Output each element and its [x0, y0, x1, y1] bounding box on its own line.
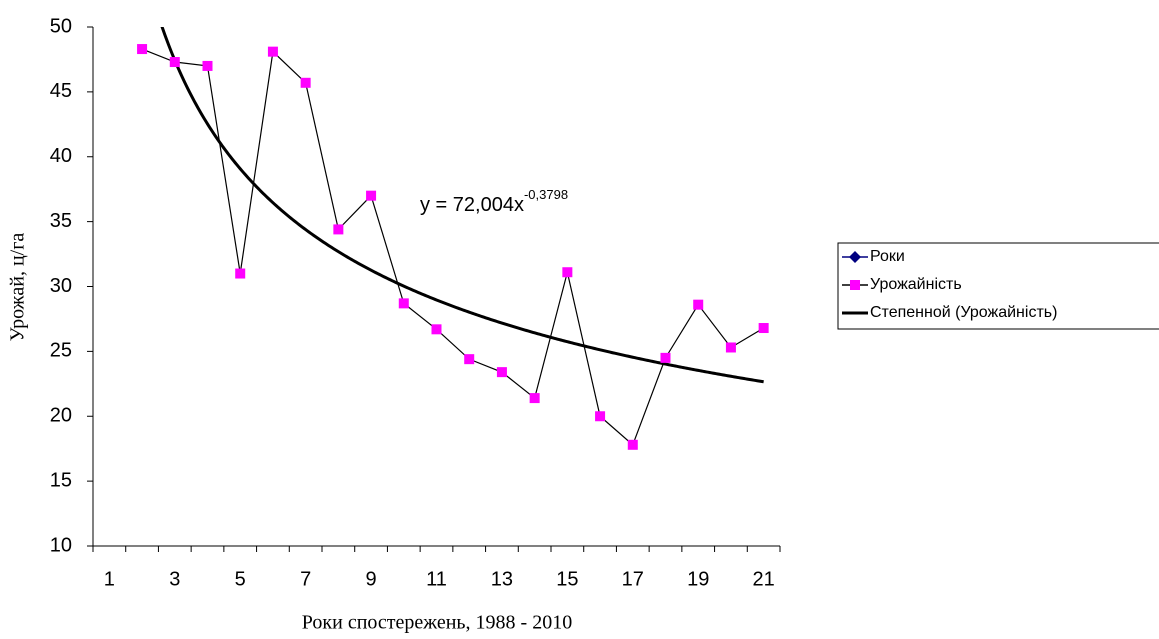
x-tick-label: 3: [169, 568, 180, 590]
data-point: [431, 324, 442, 335]
x-tick-label: 21: [753, 568, 775, 590]
y-tick-label: 20: [50, 405, 72, 427]
data-point: [595, 411, 606, 422]
data-point: [693, 299, 704, 310]
y-tick-label: 15: [50, 469, 72, 491]
y-tick-label: 45: [50, 80, 72, 102]
data-point: [300, 77, 311, 88]
data-point: [366, 190, 377, 201]
y-tick-label: 40: [50, 145, 72, 167]
x-tick-label: 19: [687, 568, 709, 590]
legend: Роки Урожайність Степенной (Урожайність): [837, 242, 1159, 330]
x-tick-label: 15: [556, 568, 578, 590]
equation-text: y = 72,004x: [420, 194, 524, 216]
y-tick-label: 35: [50, 210, 72, 232]
data-point: [660, 352, 671, 363]
legend-label: Степенной (Урожайність): [870, 304, 1057, 321]
data-point: [137, 44, 148, 55]
data-point: [529, 393, 540, 404]
data-point: [333, 224, 344, 235]
legend-marker: [850, 280, 860, 290]
data-point: [562, 267, 573, 278]
data-point: [464, 354, 475, 365]
series-line: [141, 48, 764, 446]
y-tick-label: 30: [50, 275, 72, 297]
x-tick-label: 1: [104, 568, 115, 590]
legend-label: Роки: [870, 248, 905, 265]
legend-marker: [849, 251, 861, 263]
data-point: [496, 367, 507, 378]
data-point: [267, 46, 278, 57]
data-point: [627, 439, 638, 450]
x-tick-label: 5: [235, 568, 246, 590]
x-axis-label: Роки спостережень, 1988 - 2010: [302, 612, 572, 634]
x-tick-label: 11: [426, 568, 447, 590]
trendline: [160, 27, 764, 384]
y-tick-label: 50: [50, 15, 72, 37]
legend-box: [837, 242, 1159, 330]
y-axis-label: Урожай, ц/га: [7, 233, 29, 342]
data-point: [202, 60, 213, 71]
data-point: [725, 342, 736, 353]
data-point: [235, 268, 246, 279]
data-point: [398, 298, 409, 309]
x-tick-label: 17: [622, 568, 644, 590]
legend-label: Урожайність: [870, 276, 962, 293]
data-point: [169, 57, 180, 68]
data-point: [758, 323, 769, 334]
equation-exponent: -0,3798: [524, 187, 568, 202]
trend-equation: y = 72,004x-0,3798: [420, 187, 568, 216]
x-tick-label: 7: [300, 568, 311, 590]
y-tick-label: 25: [50, 340, 72, 362]
x-tick-label: 9: [366, 568, 377, 590]
y-tick-label: 10: [50, 534, 72, 556]
x-tick-label: 13: [491, 568, 513, 590]
